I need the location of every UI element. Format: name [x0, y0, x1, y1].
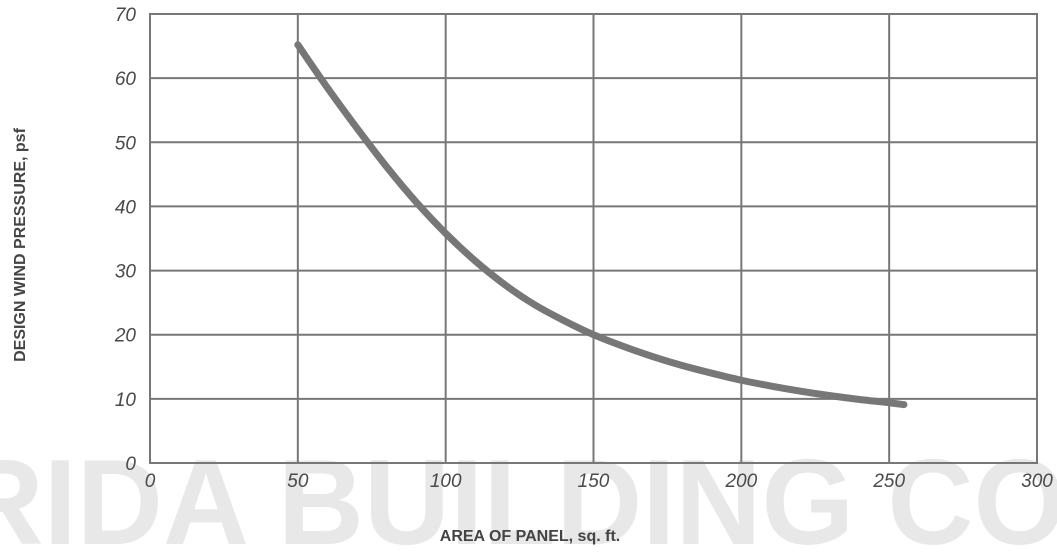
- watermark-text: RIDA BUILDING COD: [0, 434, 1057, 548]
- axis-label-layer: AREA OF PANEL, sq. ft. DESIGN WIND PRESS…: [12, 127, 620, 545]
- grid-layer: [150, 14, 1037, 463]
- x-axis-title: AREA OF PANEL, sq. ft.: [440, 528, 620, 545]
- x-tick-label: 250: [872, 471, 905, 492]
- tick-layer: 0 50 100 150 200 250 300 0 10 20 30 40 50 60 70: [114, 5, 1053, 492]
- y-tick-label: 60: [115, 69, 137, 90]
- x-tick-label: 150: [578, 471, 610, 492]
- y-tick-label: 10: [115, 390, 137, 411]
- series-layer: [294, 41, 908, 409]
- y-tick-label: 50: [115, 133, 137, 154]
- y-tick-label: 0: [125, 454, 136, 475]
- x-tick-label: 50: [287, 471, 309, 492]
- x-tick-label: 200: [724, 471, 757, 492]
- x-tick-label: 0: [145, 471, 156, 492]
- x-tick-label: 300: [1021, 471, 1053, 492]
- watermark-layer: RIDA BUILDING COD: [0, 434, 1057, 553]
- frame-layer: [149, 13, 1038, 464]
- y-tick-label: 40: [115, 197, 137, 218]
- plot-frame: [149, 13, 1038, 464]
- x-tick-label: 100: [430, 471, 462, 492]
- pressure-curve-line: [294, 41, 908, 409]
- y-tick-label: 30: [115, 262, 137, 283]
- y-tick-label: 70: [115, 5, 137, 26]
- y-tick-label: 20: [114, 326, 137, 347]
- y-axis-title: DESIGN WIND PRESSURE, psf: [12, 127, 29, 361]
